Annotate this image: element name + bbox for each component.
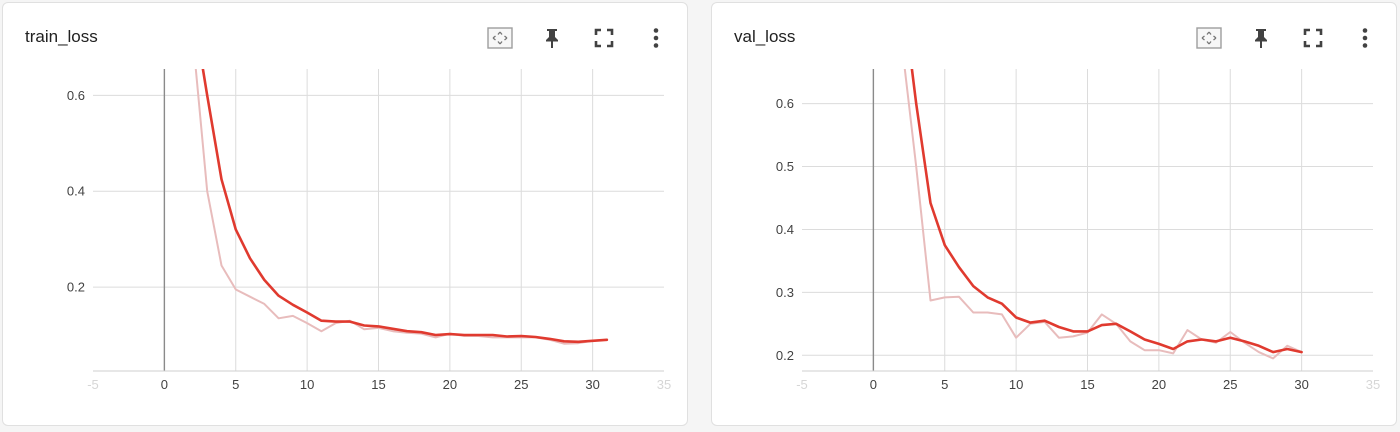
line-chart[interactable]: 0.2 0.4 0.6 -5 0 5 10 15 20 25 30 35 [3,3,689,427]
grid [802,69,1373,372]
pin-icon [1255,29,1267,48]
x-tick-label: 10 [1009,377,1023,392]
pin-button[interactable] [1248,25,1274,51]
x-tick-label: 15 [1080,377,1094,392]
chart-card-train-loss: train_loss 0.2 0.4 0.6 -5 0 5 10 15 20 25 3 [2,2,688,426]
pin-icon [546,29,558,48]
y-tick-label: 0.2 [67,280,85,295]
x-tick-label: 35 [657,377,671,392]
more-vert-icon [653,28,659,48]
fit-domain-button[interactable] [1196,25,1222,51]
fullscreen-icon [1303,28,1323,48]
fit-domain-icon [487,27,513,49]
fullscreen-button[interactable] [1300,25,1326,51]
x-tick-label: 5 [941,377,948,392]
fullscreen-icon [594,28,614,48]
x-tick-label: 25 [514,377,528,392]
raw-series-line [903,69,1303,360]
y-tick-label: 0.4 [67,184,85,199]
chart-title: train_loss [25,27,98,46]
card-toolbar [487,25,669,51]
x-tick-label: -5 [87,377,99,392]
x-tick-label: 0 [161,377,168,392]
x-tick-label: 20 [1152,377,1166,392]
y-tick-label: 0.3 [776,285,794,300]
y-tick-label: 0.6 [67,88,85,103]
x-tick-label: 25 [1223,377,1237,392]
x-tick-label: 35 [1366,377,1380,392]
fit-domain-icon [1196,27,1222,49]
x-tick-label: 10 [300,377,314,392]
smoothed-series-line [201,69,609,344]
x-tick-label: 0 [870,377,877,392]
card-toolbar [1196,25,1378,51]
y-tick-label: 0.4 [776,222,794,237]
pin-button[interactable] [539,25,565,51]
line-chart[interactable]: 0.2 0.3 0.4 0.5 0.6 -5 0 5 10 15 20 25 30 35 [712,3,1398,427]
x-tick-label: 15 [371,377,385,392]
x-tick-label: 30 [1294,377,1308,392]
y-tick-label: 0.6 [776,96,794,111]
more-options-button[interactable] [643,25,669,51]
chart-card-val-loss: val_loss 0.2 0.3 0.4 0.5 0.6 -5 0 5 10 15 2 [711,2,1397,426]
more-options-button[interactable] [1352,25,1378,51]
x-tick-label: -5 [796,377,808,392]
y-tick-label: 0.5 [776,159,794,174]
x-tick-label: 5 [232,377,239,392]
x-tick-label: 20 [443,377,457,392]
chart-title: val_loss [734,27,796,46]
more-vert-icon [1362,28,1368,48]
fit-domain-button[interactable] [487,25,513,51]
fullscreen-button[interactable] [591,25,617,51]
raw-series-line [194,69,608,345]
grid [93,69,664,372]
smoothed-series-line [910,69,1303,354]
x-tick-label: 30 [585,377,599,392]
y-tick-label: 0.2 [776,348,794,363]
